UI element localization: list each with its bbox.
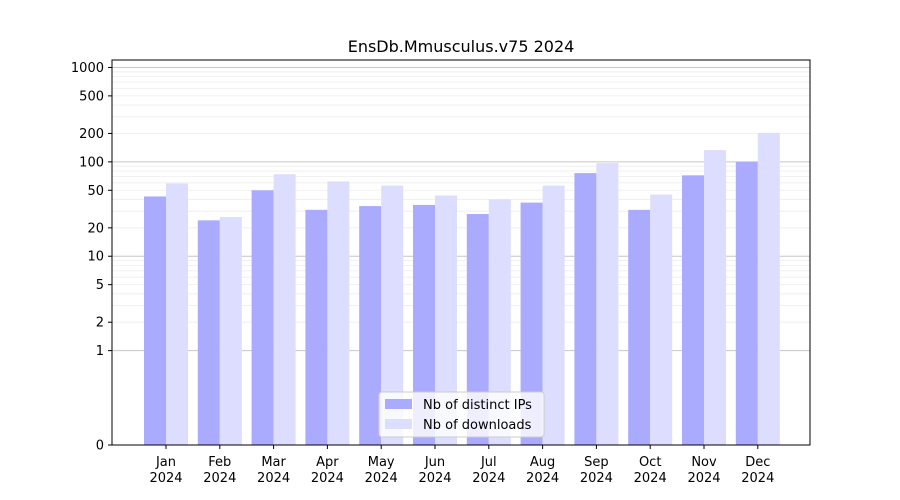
bar-downloads (704, 150, 726, 445)
x-tick-label: Dec 2024 (741, 455, 774, 486)
legend-swatch (385, 399, 412, 409)
y-tick-label: 50 (87, 184, 104, 199)
y-tick-label: 100 (79, 155, 104, 170)
x-tick-label: Sep 2024 (580, 455, 613, 486)
x-tick-label: Jan 2024 (149, 455, 182, 486)
y-tick-label: 10 (87, 250, 104, 265)
x-tick-label: Mar 2024 (257, 455, 290, 486)
x-tick-label: Oct 2024 (634, 455, 667, 486)
y-tick-label: 1 (96, 344, 104, 359)
bar-distinct-ips (574, 173, 597, 446)
bar-downloads (273, 174, 296, 445)
bar-distinct-ips (359, 206, 382, 445)
bar-distinct-ips (197, 220, 220, 445)
y-tick-label: 20 (87, 221, 104, 236)
x-tick-label: Aug 2024 (526, 455, 559, 486)
x-tick-label: Jun 2024 (418, 455, 451, 486)
bar-downloads (219, 217, 242, 445)
bar-downloads (542, 185, 565, 445)
bars (144, 132, 780, 446)
bar-distinct-ips (628, 209, 651, 445)
bar-downloads (435, 195, 457, 445)
y-tick-label: 500 (79, 89, 104, 104)
y-tick-label: 1000 (71, 61, 104, 76)
legend-label: Nb of distinct IPs (423, 398, 532, 413)
legend-box (378, 391, 545, 438)
bar-distinct-ips (735, 161, 758, 445)
bar-downloads (166, 183, 188, 446)
bar-downloads (650, 194, 673, 445)
y-tick-label: 0 (96, 439, 104, 454)
x-tick-label: Apr 2024 (311, 455, 344, 486)
legend-label: Nb of downloads (423, 418, 532, 433)
bar-distinct-ips (413, 204, 435, 445)
bar-distinct-ips (466, 214, 489, 445)
x-tick-label: Nov 2024 (687, 455, 720, 486)
bar-distinct-ips (520, 202, 543, 445)
bar-distinct-ips (682, 175, 704, 446)
bar-downloads (327, 181, 350, 445)
bar-downloads (596, 163, 619, 445)
bar-downloads (757, 132, 780, 445)
bar-downloads (488, 199, 511, 445)
x-tick-label: May 2024 (365, 455, 398, 486)
bar-distinct-ips (144, 196, 166, 445)
y-tick-label: 200 (79, 127, 104, 142)
bar-distinct-ips (251, 190, 274, 445)
x-axis: Jan 2024 Feb 2024 Mar 2024 Apr 2024 May 2024 Jun 20… (149, 445, 774, 486)
y-tick-label: 2 (96, 316, 104, 331)
legend: Nb of distinct IPs Nb of downloads (378, 391, 545, 438)
x-tick-label: Jul 2024 (472, 455, 505, 486)
bar-distinct-ips (305, 209, 328, 445)
legend-swatch (385, 419, 412, 429)
y-tick-label: 5 (96, 278, 104, 293)
bar-downloads (381, 185, 404, 445)
y-axis: 0 1 2 5 10 20 50 100 200 500 1000 (71, 61, 112, 454)
chart-title: EnsDb.Mmusculus.v75 2024 (348, 37, 575, 56)
x-tick-label: Feb 2024 (203, 455, 236, 486)
plot-frame (111, 59, 811, 446)
